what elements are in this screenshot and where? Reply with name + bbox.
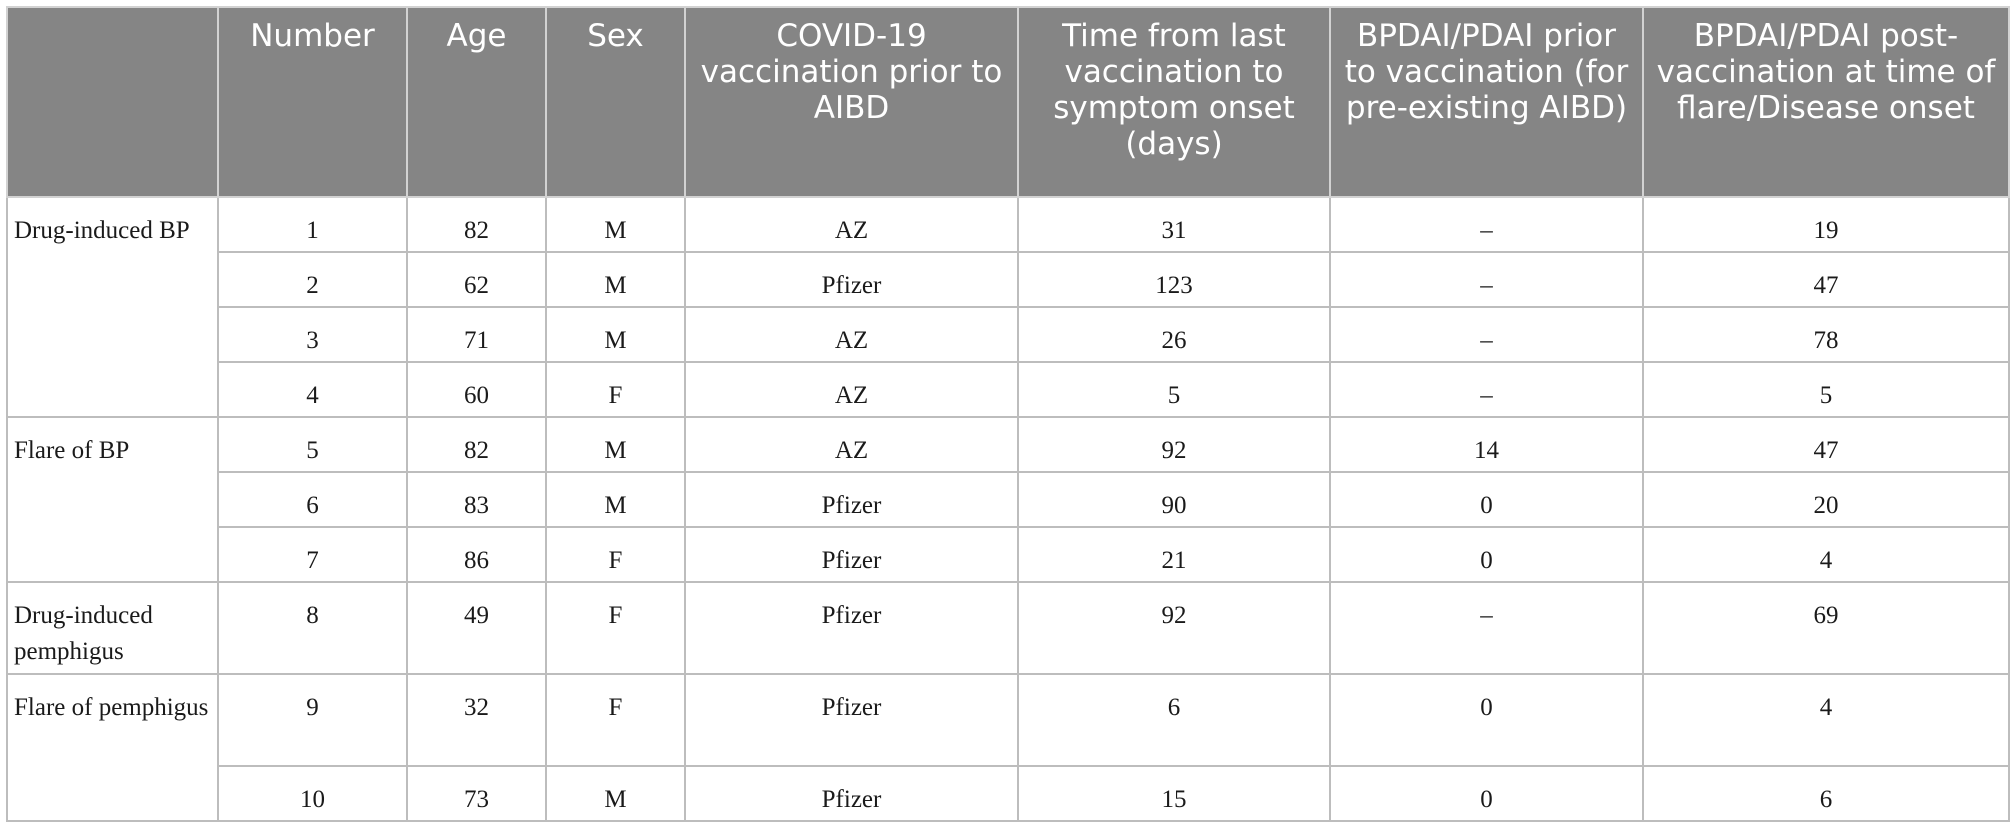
cell-days: 92 [1017,581,1331,675]
cell-sex: F [545,526,686,583]
cell-prior-score: 0 [1329,526,1644,583]
table-row: Drug-induced BP 1 82 M AZ 31 – 19 [6,196,2010,418]
cell-post-score: 20 [1642,471,2010,528]
cell-sex: M [545,251,686,308]
cell-prior-score: – [1329,196,1644,253]
cell-post-score: 19 [1642,196,2010,253]
cell-post-score: 78 [1642,306,2010,363]
table-row: 10 73 M Pfizer 15 0 6 [7,765,2010,822]
cell-prior-score: – [1329,581,1644,675]
header-prior-score: BPDAI/PDAI prior to vaccination (for pre… [1329,6,1644,198]
cell-vaccine: Pfizer [684,581,1019,675]
cell-vaccine: Pfizer [684,526,1019,583]
table-row: Flare of BP 5 82 M AZ 92 14 47 [6,416,2010,583]
cell-vaccine: AZ [684,361,1019,418]
aibd-vaccination-table: Number Age Sex COVID-19 vaccination prio… [6,6,2010,822]
cell-prior-score: 14 [1329,416,1644,473]
cell-sex: F [545,673,686,767]
cell-age: 32 [406,673,547,767]
header-row: Number Age Sex COVID-19 vaccination prio… [6,6,2010,198]
cell-days: 5 [1017,361,1331,418]
cell-sex: F [545,581,686,675]
table-row: 3 71 M AZ 26 – 78 [7,306,2010,363]
cell-days: 92 [1017,416,1331,473]
cell-number: 1 [217,196,408,253]
table-row: 7 86 F Pfizer 21 0 4 [7,526,2010,583]
cell-post-score: 4 [1642,673,2010,767]
cell-number: 7 [217,526,408,583]
cell-age: 82 [406,196,547,253]
cell-post-score: 6 [1642,765,2010,822]
cell-vaccine: AZ [684,196,1019,253]
cell-number: 2 [217,251,408,308]
cell-number: 3 [217,306,408,363]
table-row: Flare of pemphigus 9 32 F Pfizer 6 0 4 [6,673,2010,822]
cell-vaccine: AZ [684,306,1019,363]
cell-days: 21 [1017,526,1331,583]
cell-sex: M [545,765,686,822]
cell-prior-score: – [1329,306,1644,363]
header-number: Number [217,6,408,198]
cell-days: 90 [1017,471,1331,528]
cell-prior-score: 0 [1329,673,1644,767]
cell-age: 73 [406,765,547,822]
cell-age: 60 [406,361,547,418]
cell-days: 31 [1017,196,1331,253]
cell-days: 123 [1017,251,1331,308]
cell-vaccine: Pfizer [684,765,1019,822]
cell-sex: F [545,361,686,418]
data-table-wrapper: Number Age Sex COVID-19 vaccination prio… [6,6,2010,822]
cell-age: 83 [406,471,547,528]
group-label: Drug-induced pemphigus [6,581,219,675]
cell-prior-score: – [1329,361,1644,418]
header-vaccine: COVID-19 vaccination prior to AIBD [684,6,1019,198]
cell-vaccine: AZ [684,416,1019,473]
table-row: 4 60 F AZ 5 – 5 [7,361,2010,418]
header-age: Age [406,6,547,198]
cell-number: 5 [217,416,408,473]
cell-sex: M [545,196,686,253]
group-label: Drug-induced BP [6,196,219,418]
cell-age: 49 [406,581,547,675]
cell-prior-score: 0 [1329,471,1644,528]
cell-number: 4 [217,361,408,418]
header-sex: Sex [545,6,686,198]
table-row: 6 83 M Pfizer 90 0 20 [7,471,2010,528]
cell-vaccine: Pfizer [684,251,1019,308]
cell-age: 71 [406,306,547,363]
header-days: Time from last vaccination to symptom on… [1017,6,1331,198]
cell-sex: M [545,471,686,528]
cell-age: 86 [406,526,547,583]
cell-post-score: 4 [1642,526,2010,583]
header-group [6,6,219,198]
cell-number: 9 [217,673,408,767]
cell-prior-score: 0 [1329,765,1644,822]
cell-sex: M [545,416,686,473]
cell-age: 82 [406,416,547,473]
header-post-score: BPDAI/PDAI post-vaccination at time of f… [1642,6,2010,198]
cell-age: 62 [406,251,547,308]
cell-sex: M [545,306,686,363]
cell-days: 15 [1017,765,1331,822]
group-label: Flare of pemphigus [6,673,219,822]
cell-number: 8 [217,581,408,675]
group-label: Flare of BP [6,416,219,583]
cell-prior-score: – [1329,251,1644,308]
cell-post-score: 47 [1642,416,2010,473]
cell-post-score: 47 [1642,251,2010,308]
cell-number: 10 [217,765,408,822]
cell-number: 6 [217,471,408,528]
cell-post-score: 5 [1642,361,2010,418]
table-row: Drug-induced pemphigus 8 49 F Pfizer 92 … [6,581,2010,675]
cell-days: 26 [1017,306,1331,363]
cell-days: 6 [1017,673,1331,767]
cell-vaccine: Pfizer [684,673,1019,767]
table-row: 2 62 M Pfizer 123 – 47 [7,251,2010,308]
cell-post-score: 69 [1642,581,2010,675]
cell-vaccine: Pfizer [684,471,1019,528]
